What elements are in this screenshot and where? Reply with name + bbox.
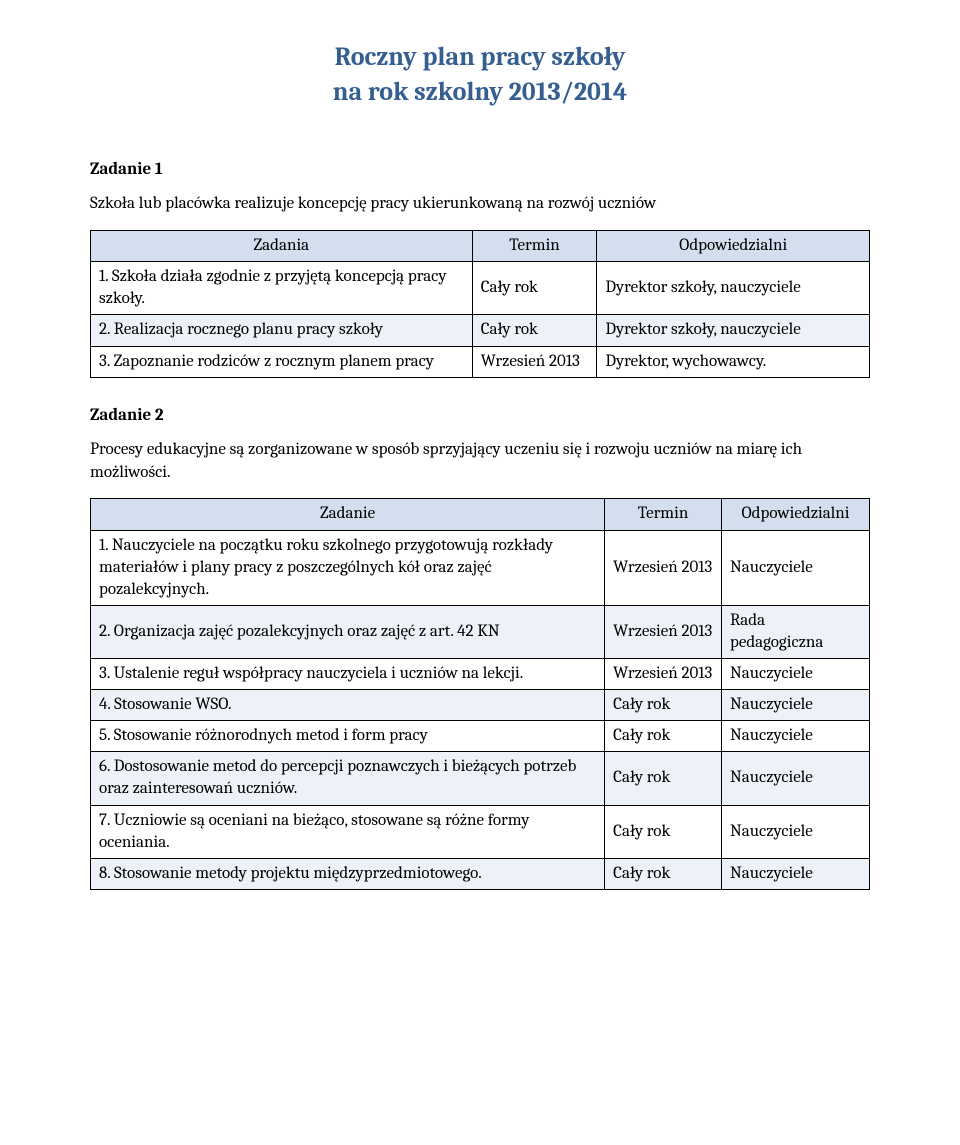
table-row: 1. Szkoła działa zgodnie z przyjętą konc…: [91, 262, 870, 315]
cell: Dyrektor, wychowawcy.: [597, 346, 870, 377]
cell: Nauczyciele: [721, 690, 869, 721]
section1-heading: Zadanie 1: [90, 160, 870, 179]
cell: Cały rok: [605, 752, 722, 805]
cell: Wrzesień 2013: [605, 659, 722, 690]
table-row: 5. Stosowanie różnorodnych metod i form …: [91, 721, 870, 752]
cell: 3. Zapoznanie rodziców z rocznym planem …: [91, 346, 473, 377]
cell: 1. Nauczyciele na początku roku szkolneg…: [91, 530, 605, 605]
table-row: 2. Organizacja zajęć pozalekcyjnych oraz…: [91, 605, 870, 658]
cell: 2. Organizacja zajęć pozalekcyjnych oraz…: [91, 605, 605, 658]
title-line-1: Roczny plan pracy szkoły: [90, 40, 870, 75]
cell: 2. Realizacja rocznego planu pracy szkoł…: [91, 315, 473, 346]
cell: Nauczyciele: [721, 858, 869, 889]
cell: Nauczyciele: [721, 752, 869, 805]
table-row: 2. Realizacja rocznego planu pracy szkoł…: [91, 315, 870, 346]
table-header-row: Zadanie Termin Odpowiedzialni: [91, 499, 870, 530]
cell: Cały rok: [605, 805, 722, 858]
cell: Cały rok: [605, 690, 722, 721]
cell: Nauczyciele: [721, 805, 869, 858]
table-row: 4. Stosowanie WSO. Cały rok Nauczyciele: [91, 690, 870, 721]
document-page: Roczny plan pracy szkoły na rok szkolny …: [0, 0, 960, 1145]
cell: 4. Stosowanie WSO.: [91, 690, 605, 721]
section1-table: Zadania Termin Odpowiedzialni 1. Szkoła …: [90, 230, 870, 377]
section2-heading: Zadanie 2: [90, 406, 870, 425]
cell: Rada pedagogiczna: [721, 605, 869, 658]
section1-desc: Szkoła lub placówka realizuje koncepcję …: [90, 193, 870, 216]
table-header-row: Zadania Termin Odpowiedzialni: [91, 231, 870, 262]
cell: Dyrektor szkoły, nauczyciele: [597, 262, 870, 315]
cell: Nauczyciele: [721, 659, 869, 690]
title-line-2: na rok szkolny 2013/2014: [90, 75, 870, 110]
cell: Cały rok: [605, 858, 722, 889]
section2-desc: Procesy edukacyjne są zorganizowane w sp…: [90, 439, 870, 485]
table-row: 3. Ustalenie reguł współpracy nauczyciel…: [91, 659, 870, 690]
cell: Wrzesień 2013: [472, 346, 597, 377]
title-block: Roczny plan pracy szkoły na rok szkolny …: [90, 40, 870, 110]
cell: Cały rok: [605, 721, 722, 752]
cell: 3. Ustalenie reguł współpracy nauczyciel…: [91, 659, 605, 690]
cell: 7. Uczniowie są oceniani na bieżąco, sto…: [91, 805, 605, 858]
section2-table: Zadanie Termin Odpowiedzialni 1. Nauczyc…: [90, 498, 870, 889]
table-row: 6. Dostosowanie metod do percepcji pozna…: [91, 752, 870, 805]
cell: 8. Stosowanie metody projektu międzyprze…: [91, 858, 605, 889]
cell: Nauczyciele: [721, 530, 869, 605]
cell: 6. Dostosowanie metod do percepcji pozna…: [91, 752, 605, 805]
cell: 1. Szkoła działa zgodnie z przyjętą konc…: [91, 262, 473, 315]
table-row: 3. Zapoznanie rodziców z rocznym planem …: [91, 346, 870, 377]
col-header: Zadania: [91, 231, 473, 262]
table-row: 1. Nauczyciele na początku roku szkolneg…: [91, 530, 870, 605]
col-header: Zadanie: [91, 499, 605, 530]
cell: Cały rok: [472, 315, 597, 346]
cell: Nauczyciele: [721, 721, 869, 752]
table-row: 8. Stosowanie metody projektu międzyprze…: [91, 858, 870, 889]
col-header: Odpowiedzialni: [721, 499, 869, 530]
col-header: Odpowiedzialni: [597, 231, 870, 262]
cell: Dyrektor szkoły, nauczyciele: [597, 315, 870, 346]
cell: Wrzesień 2013: [605, 605, 722, 658]
cell: Cały rok: [472, 262, 597, 315]
table-row: 7. Uczniowie są oceniani na bieżąco, sto…: [91, 805, 870, 858]
cell: Wrzesień 2013: [605, 530, 722, 605]
cell: 5. Stosowanie różnorodnych metod i form …: [91, 721, 605, 752]
col-header: Termin: [472, 231, 597, 262]
col-header: Termin: [605, 499, 722, 530]
